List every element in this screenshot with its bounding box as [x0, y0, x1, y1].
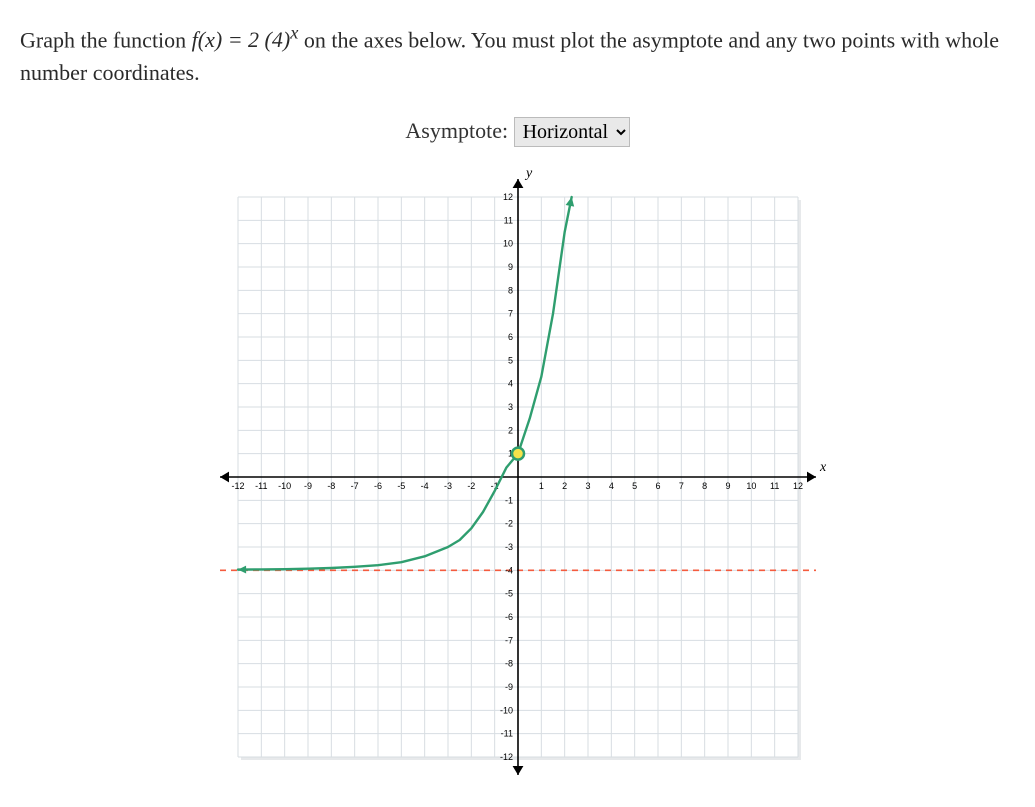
arrowhead — [220, 472, 229, 483]
y-tick-label: -8 — [504, 659, 512, 669]
instruction-prefix: Graph the function — [20, 27, 192, 52]
x-tick-label: -2 — [467, 481, 475, 491]
y-tick-label: 12 — [502, 192, 512, 202]
arrowhead — [512, 766, 523, 775]
asymptote-select[interactable]: HorizontalVertical — [514, 117, 630, 147]
y-tick-label: -6 — [504, 612, 512, 622]
y-tick-label: 11 — [503, 216, 512, 226]
x-tick-label: 12 — [792, 481, 802, 491]
y-tick-label: -4 — [504, 566, 512, 576]
x-tick-label: 6 — [655, 481, 660, 491]
x-tick-label: -3 — [443, 481, 451, 491]
y-tick-label: 8 — [507, 286, 512, 296]
x-tick-label: -6 — [373, 481, 381, 491]
highlight-point[interactable] — [512, 448, 524, 460]
x-tick-label: -11 — [255, 481, 267, 491]
function-expression: f(x) = 2 (4)x — [192, 27, 304, 52]
y-tick-label: 9 — [507, 262, 512, 272]
y-tick-label: -1 — [504, 496, 512, 506]
x-tick-label: -9 — [303, 481, 311, 491]
x-tick-label: -7 — [350, 481, 358, 491]
y-tick-label: -11 — [500, 729, 512, 739]
y-tick-label: 2 — [507, 426, 512, 436]
x-tick-label: 8 — [702, 481, 707, 491]
x-tick-label: 3 — [585, 481, 590, 491]
x-tick-label: 5 — [632, 481, 637, 491]
x-tick-label: -12 — [231, 481, 244, 491]
y-tick-label: 6 — [507, 332, 512, 342]
y-tick-label: -2 — [504, 519, 512, 529]
y-tick-label: 7 — [507, 309, 512, 319]
coordinate-chart[interactable]: -12-11-10-9-8-7-6-5-4-3-2-11234567891011… — [208, 167, 828, 787]
x-tick-label: 9 — [725, 481, 730, 491]
y-tick-label: -12 — [499, 752, 512, 762]
x-tick-label: 11 — [769, 481, 778, 491]
y-axis-label: y — [524, 167, 533, 181]
x-tick-label: 2 — [562, 481, 567, 491]
y-tick-label: -5 — [504, 589, 512, 599]
y-tick-label: 3 — [507, 402, 512, 412]
x-tick-label: 7 — [678, 481, 683, 491]
y-tick-label: 10 — [502, 239, 512, 249]
arrowhead — [512, 179, 523, 188]
y-tick-label: -9 — [504, 682, 512, 692]
x-tick-label: -5 — [397, 481, 405, 491]
x-tick-label: 10 — [746, 481, 756, 491]
arrowhead — [807, 472, 816, 483]
asymptote-label: Asymptote: — [405, 118, 508, 143]
x-tick-label: 1 — [538, 481, 543, 491]
x-axis-label: x — [819, 460, 827, 475]
instruction-text: Graph the function f(x) = 2 (4)x on the … — [20, 20, 1015, 89]
y-tick-label: -10 — [499, 706, 512, 716]
y-tick-label: -3 — [504, 542, 512, 552]
y-tick-label: -7 — [504, 636, 512, 646]
x-tick-label: -10 — [278, 481, 291, 491]
x-tick-label: -4 — [420, 481, 428, 491]
y-tick-label: 4 — [507, 379, 512, 389]
y-tick-label: 5 — [507, 356, 512, 366]
x-tick-label: -8 — [327, 481, 335, 491]
x-tick-label: 4 — [608, 481, 613, 491]
asymptote-control-row: Asymptote: HorizontalVertical — [20, 117, 1015, 147]
